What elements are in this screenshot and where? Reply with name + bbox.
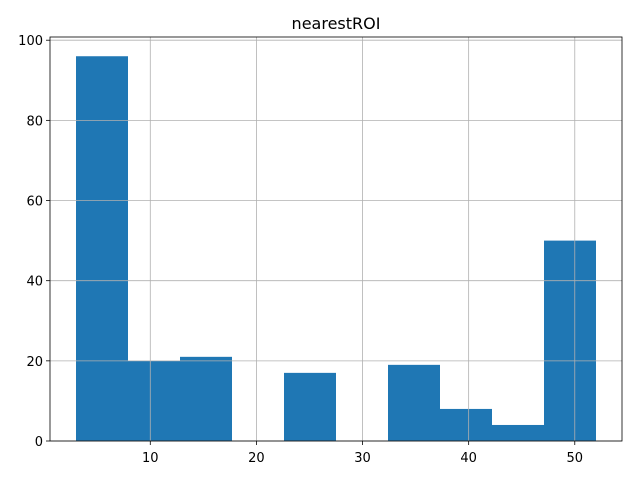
histogram-bar-9	[544, 240, 596, 441]
x-tick-label: 10	[142, 451, 159, 466]
plot-frame	[49, 36, 623, 442]
y-tick-label: 20	[26, 355, 43, 370]
chart-title: nearestROI	[292, 14, 381, 33]
histogram-bars	[76, 56, 596, 441]
x-tick-label: 50	[567, 451, 584, 466]
histogram-bar-6	[388, 364, 440, 441]
histogram-bar-2	[180, 356, 232, 441]
x-tick-label: 40	[460, 451, 477, 466]
histogram-bar-4	[284, 372, 336, 441]
histogram-bar-7	[440, 408, 492, 441]
y-tick-label: 100	[18, 34, 43, 49]
histogram-bar-1	[128, 360, 180, 441]
axes	[49, 36, 623, 442]
y-tick-label: 60	[26, 195, 43, 210]
y-tick-label: 0	[35, 435, 43, 450]
y-tick-label: 40	[26, 275, 43, 290]
histogram-bar-0	[76, 56, 128, 441]
x-tick-label: 30	[354, 451, 371, 466]
ticks: 10 20 30 40 50 0 20 40 60 80 100	[18, 34, 583, 466]
histogram-bar-8	[492, 424, 544, 441]
y-tick-label: 80	[26, 114, 43, 129]
x-tick-label: 20	[248, 451, 265, 466]
